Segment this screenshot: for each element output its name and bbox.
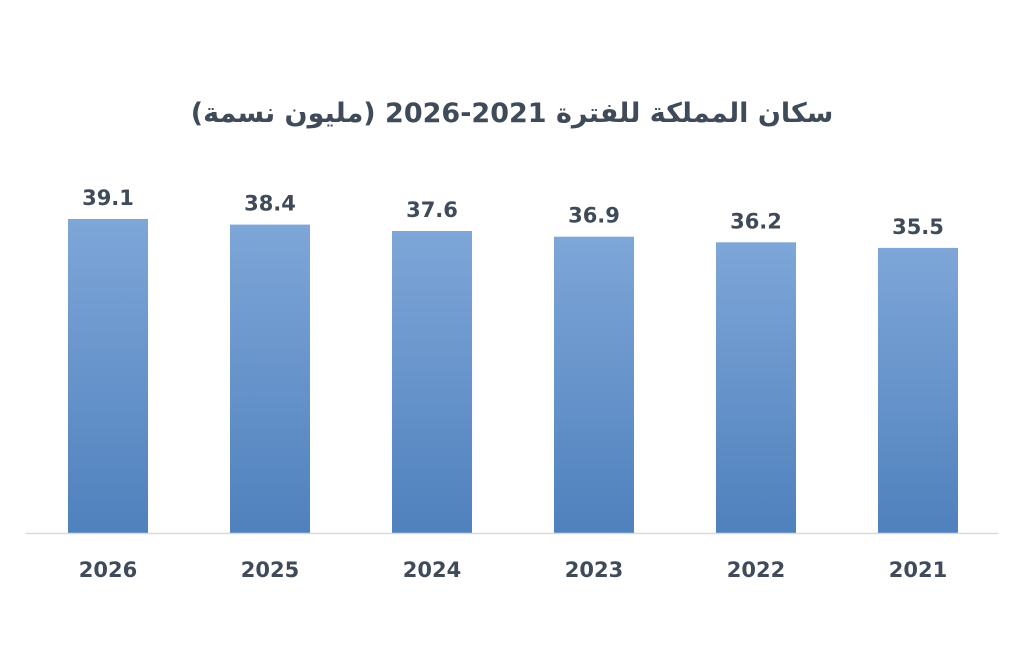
x-tick-label-2023: 2023: [565, 558, 623, 582]
x-tick-labels-group: 2026 2025 2024 2023 2022 2021: [79, 558, 947, 582]
x-tick-label-2025: 2025: [241, 558, 299, 582]
data-label-2021: 35.5: [892, 215, 944, 239]
bar-2026: [68, 219, 148, 533]
bar-2023: [554, 236, 634, 533]
bar-2025: [230, 224, 310, 533]
chart-title: سكان المملكة للفترة 2021-2026 (مليون نسم…: [190, 98, 834, 129]
data-label-2024: 37.6: [406, 198, 458, 222]
bars-group: [68, 219, 958, 534]
data-label-2023: 36.9: [568, 204, 620, 228]
x-tick-label-2021: 2021: [889, 558, 947, 582]
bar-2024: [392, 231, 472, 533]
bar-2022: [716, 242, 796, 534]
data-label-2025: 38.4: [244, 192, 296, 216]
data-label-2026: 39.1: [82, 186, 134, 210]
x-tick-label-2026: 2026: [79, 558, 137, 582]
data-label-2022: 36.2: [730, 209, 782, 233]
x-tick-label-2022: 2022: [727, 558, 785, 582]
bar-2021: [878, 247, 958, 533]
data-labels-group: 39.1 38.4 37.6 36.9 36.2 35.5: [82, 186, 944, 239]
x-tick-label-2024: 2024: [403, 558, 461, 582]
